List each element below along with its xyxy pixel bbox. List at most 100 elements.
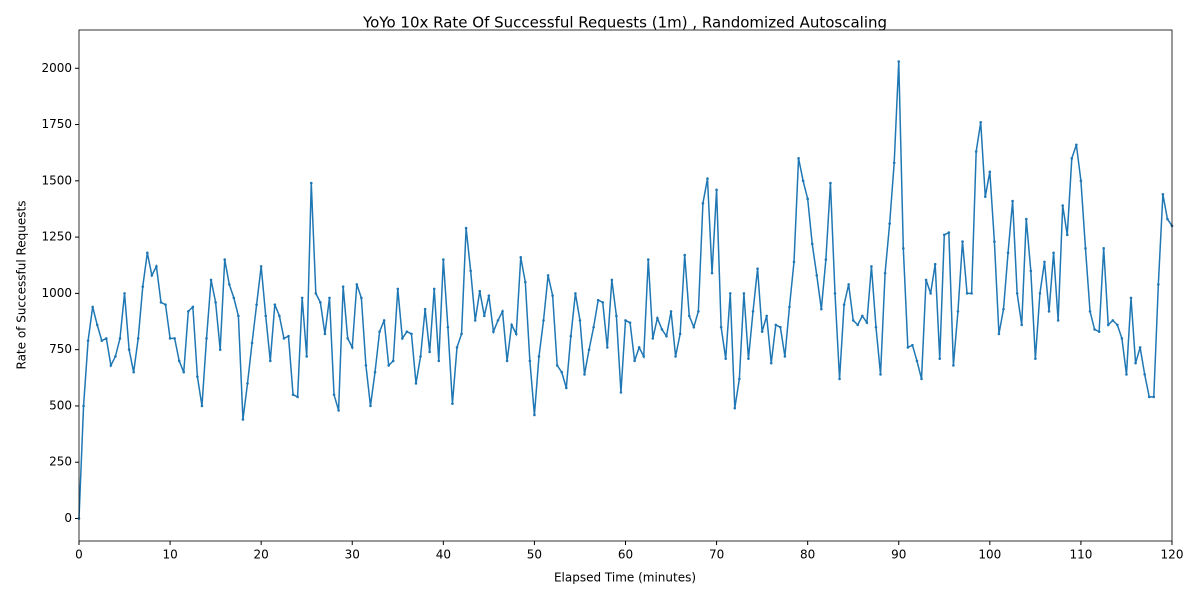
point: [1070, 157, 1074, 160]
point: [109, 364, 113, 367]
point: [141, 285, 145, 288]
point: [537, 355, 541, 358]
point: [724, 357, 727, 360]
point: [747, 357, 750, 360]
point: [350, 346, 354, 349]
point: [1147, 395, 1151, 399]
point: [305, 355, 309, 358]
point: [701, 202, 705, 205]
point: [1152, 395, 1156, 399]
point: [615, 314, 618, 318]
point: [1065, 233, 1069, 237]
point: [801, 179, 805, 183]
point: [1011, 199, 1014, 203]
point: [669, 310, 673, 313]
point: [446, 325, 450, 329]
point: [346, 337, 349, 340]
point: [1079, 179, 1083, 183]
point: [1129, 296, 1133, 300]
point: [738, 377, 741, 381]
point: [933, 262, 937, 266]
point: [633, 359, 636, 363]
point: [942, 233, 946, 237]
point: [209, 278, 213, 282]
point: [1143, 373, 1146, 376]
point: [473, 319, 477, 322]
point: [792, 260, 796, 264]
point: [1034, 357, 1037, 360]
point: [136, 337, 140, 340]
point: [920, 377, 923, 381]
point: [719, 325, 723, 329]
point: [560, 370, 564, 374]
point: [460, 332, 463, 336]
point: [838, 377, 841, 381]
y-tick-label: 0: [64, 511, 72, 525]
point: [815, 274, 819, 277]
x-tick-label: 100: [978, 548, 1001, 562]
point: [870, 265, 873, 268]
point: [323, 332, 327, 336]
point: [414, 382, 418, 385]
point: [646, 258, 650, 261]
point: [892, 161, 896, 165]
point: [496, 319, 500, 322]
point: [309, 181, 313, 185]
point: [337, 409, 340, 412]
point: [733, 406, 737, 410]
point: [797, 157, 800, 160]
point: [824, 258, 828, 261]
point: [1084, 247, 1087, 250]
point: [656, 316, 659, 320]
point: [332, 393, 336, 396]
point: [619, 391, 623, 394]
point: [227, 283, 231, 286]
point: [1047, 310, 1051, 313]
point: [929, 292, 932, 295]
point: [692, 325, 696, 329]
point: [127, 348, 131, 351]
point: [993, 240, 996, 243]
y-tick-label: 1500: [41, 173, 72, 187]
point: [196, 375, 199, 378]
point: [451, 402, 454, 405]
point: [300, 296, 304, 300]
point: [159, 301, 163, 304]
point: [897, 60, 901, 63]
point: [91, 305, 94, 309]
x-tick-label: 90: [891, 548, 906, 562]
point: [442, 258, 445, 261]
point: [455, 346, 459, 349]
point: [382, 319, 386, 322]
point: [961, 240, 964, 243]
point: [742, 292, 746, 295]
point: [1088, 310, 1092, 313]
point: [419, 355, 422, 358]
point: [1052, 251, 1055, 255]
point: [514, 332, 518, 336]
point: [697, 310, 700, 313]
point: [205, 337, 208, 340]
point: [842, 303, 846, 306]
point: [328, 296, 331, 300]
point: [952, 364, 955, 367]
point: [510, 323, 513, 327]
point: [105, 337, 108, 340]
point: [779, 325, 782, 329]
point: [1097, 330, 1101, 333]
point: [519, 256, 523, 259]
point: [765, 314, 768, 318]
point: [1106, 323, 1110, 327]
point: [915, 359, 919, 363]
point: [291, 393, 295, 396]
point: [255, 303, 258, 306]
point: [574, 292, 577, 295]
x-tick-label: 60: [618, 548, 633, 562]
point: [1056, 319, 1060, 322]
point: [1161, 193, 1165, 196]
point: [469, 269, 472, 273]
point: [287, 334, 290, 338]
y-tick-label: 250: [49, 455, 72, 469]
point: [874, 325, 878, 329]
point: [1015, 292, 1019, 295]
